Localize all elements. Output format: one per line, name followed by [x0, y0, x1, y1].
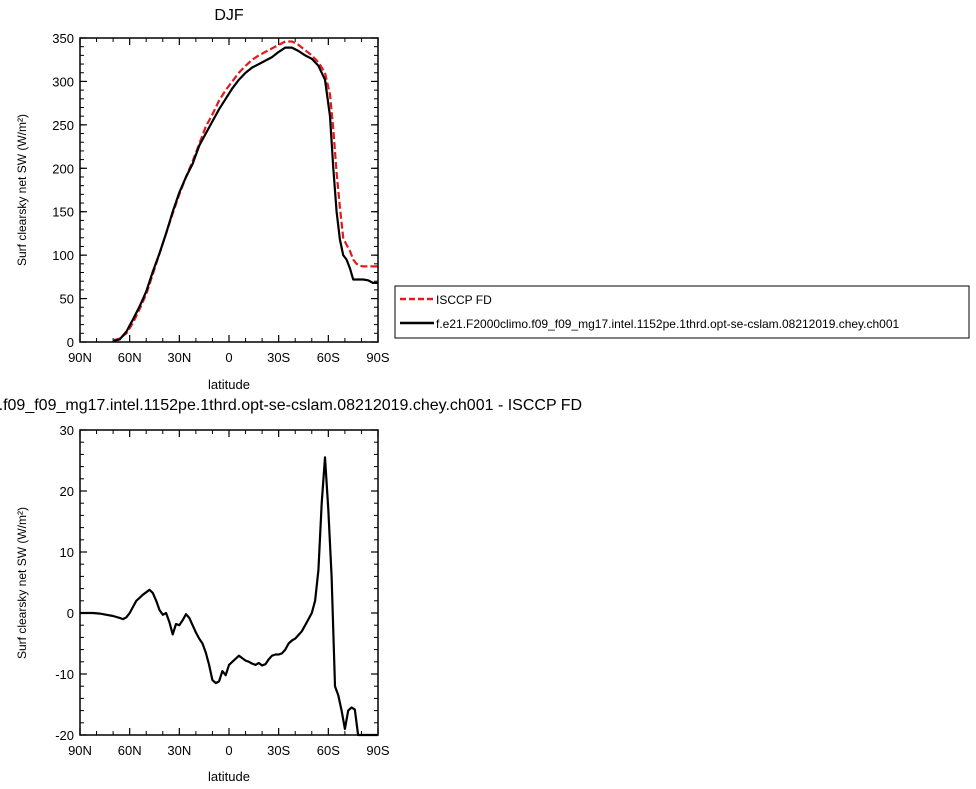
top-ylabel: Surf clearsky net SW (W/m²): [15, 114, 29, 266]
bottom-xtick-label: 30N: [167, 743, 191, 758]
bottom-ytick-label: 30: [60, 423, 74, 438]
top-xtick-label: 90S: [366, 350, 389, 365]
top-xtick-label: 0: [225, 350, 232, 365]
top-series-line-1: [112, 46, 378, 343]
bottom-xtick-label: 90N: [68, 743, 92, 758]
top-plot-frame: [79, 37, 379, 343]
top-xtick-label: 30S: [267, 350, 290, 365]
top-ytick-label: 300: [52, 74, 74, 89]
top-ytick-label: 150: [52, 205, 74, 220]
top-xtick-label: 30N: [167, 350, 191, 365]
bottom-plot-frame: [79, 429, 379, 736]
legend-label-model: f.e21.F2000climo.f09_f09_mg17.intel.1152…: [436, 317, 900, 331]
bottom-ytick-label: 20: [60, 484, 74, 499]
top-ytick-label: 250: [52, 118, 74, 133]
top-xtick-label: 60N: [118, 350, 142, 365]
bottom-ytick-label: 10: [60, 545, 74, 560]
legend: ISCCP FD f.e21.F2000climo.f09_f09_mg17.i…: [394, 285, 970, 339]
top-panel: DJF 90N 60N 30N 0 30S 60S 90S 0 50 100 150 200 250 30…: [15, 7, 390, 392]
top-xtick-label: 90N: [68, 350, 92, 365]
bottom-ytick-label: -10: [55, 667, 74, 682]
bottom-xtick-label: 60N: [118, 743, 142, 758]
top-series-line-0: [112, 40, 378, 342]
top-ytick-label: 100: [52, 248, 74, 263]
bottom-ytick-label: 0: [67, 606, 74, 621]
bottom-xlabel: latitude: [208, 769, 250, 784]
bottom-xtick-label: 90S: [366, 743, 389, 758]
top-panel-title: DJF: [214, 7, 244, 24]
bottom-series-line-0: [80, 456, 378, 737]
bottom-xtick-label: 30S: [267, 743, 290, 758]
legend-label-isccp: ISCCP FD: [436, 293, 492, 307]
bottom-ylabel: Surf clearsky net SW (W/m²): [15, 507, 29, 659]
top-ytick-label: 50: [60, 292, 74, 307]
top-ytick-label: 200: [52, 161, 74, 176]
legend-box: [394, 285, 970, 339]
bottom-xtick-label: 0: [225, 743, 232, 758]
top-ytick-label: 350: [52, 31, 74, 46]
bottom-panel: f.e21.F2000climo.f09_f09_mg17.intel.1152…: [0, 397, 582, 784]
top-ytick-label: 0: [67, 335, 74, 350]
bottom-panel-title: f.e21.F2000climo.f09_f09_mg17.intel.1152…: [0, 397, 582, 414]
top-plot-content: 90N 60N 30N 0 30S 60S 90S 0 50 100 150 200 250 300 350: [52, 31, 390, 365]
top-xtick-label: 60S: [317, 350, 340, 365]
bottom-xtick-label: 60S: [317, 743, 340, 758]
bottom-ytick-label: -20: [55, 728, 74, 743]
bottom-plot-content: 90N 60N 30N 0 30S 60S 90S -20 -10 0 10 20 30: [55, 423, 390, 758]
top-xlabel: latitude: [208, 377, 250, 392]
